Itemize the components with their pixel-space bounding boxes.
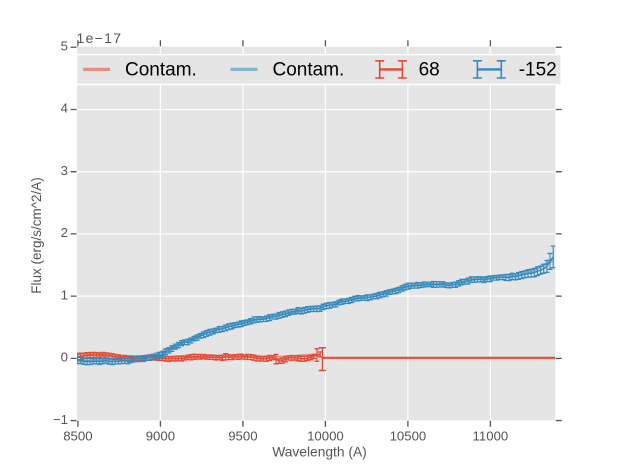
svg-text:-152: -152 — [519, 60, 557, 81]
svg-text:Flux (erg/s/cm^2/A): Flux (erg/s/cm^2/A) — [29, 177, 44, 294]
svg-text:10000: 10000 — [307, 428, 344, 443]
svg-text:10500: 10500 — [390, 428, 427, 443]
svg-text:1: 1 — [61, 287, 68, 302]
svg-text:68: 68 — [419, 60, 440, 81]
svg-text:9500: 9500 — [228, 428, 257, 443]
svg-text:5: 5 — [61, 39, 68, 54]
svg-text:9000: 9000 — [146, 428, 175, 443]
svg-text:11000: 11000 — [473, 428, 509, 443]
svg-text:0: 0 — [61, 350, 68, 365]
svg-text:−1: −1 — [53, 412, 68, 427]
svg-text:4: 4 — [61, 101, 68, 116]
svg-text:Contam.: Contam. — [125, 60, 197, 81]
svg-text:2: 2 — [61, 225, 68, 240]
svg-text:1e−17: 1e−17 — [77, 30, 123, 46]
svg-text:Contam.: Contam. — [273, 60, 345, 81]
svg-text:8500: 8500 — [63, 428, 92, 443]
svg-text:Wavelength (A): Wavelength (A) — [272, 445, 367, 460]
svg-text:3: 3 — [61, 163, 68, 178]
